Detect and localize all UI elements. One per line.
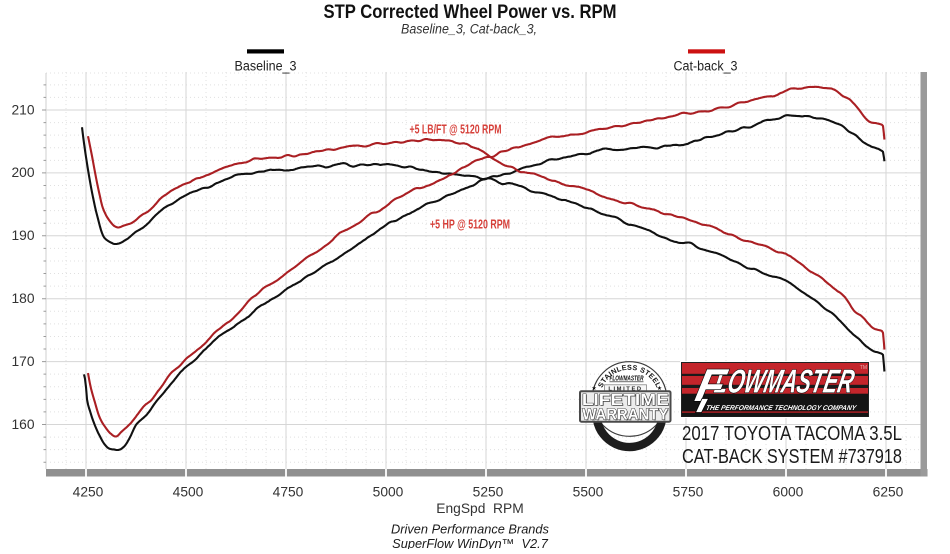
svg-text:Baseline_3: Baseline_3 — [235, 59, 297, 74]
svg-text:160: 160 — [11, 417, 34, 432]
svg-text:Cat-back_3: Cat-back_3 — [674, 59, 738, 74]
svg-text:STP Corrected Wheel Power vs.: STP Corrected Wheel Power vs. RPM — [324, 1, 617, 23]
svg-text:+5 LB/FT @ 5120 RPM: +5 LB/FT @ 5120 RPM — [410, 121, 502, 136]
svg-text:210: 210 — [11, 102, 34, 117]
svg-text:TM: TM — [860, 365, 867, 371]
svg-text:Driven Performance Brands: Driven Performance Brands — [391, 522, 549, 537]
svg-text:5000: 5000 — [373, 485, 404, 500]
svg-text:★: ★ — [591, 385, 596, 392]
svg-text:170: 170 — [11, 354, 34, 369]
svg-text:200: 200 — [11, 165, 34, 180]
svg-text:WARRANTY: WARRANTY — [582, 406, 669, 423]
svg-text:THE PERFORMANCE TECHNOLOGY COM: THE PERFORMANCE TECHNOLOGY COMPANY — [705, 405, 858, 412]
svg-text:★: ★ — [657, 385, 662, 392]
svg-text:+5 HP @ 5120 RPM: +5 HP @ 5120 RPM — [430, 216, 510, 231]
svg-text:LIFETIME: LIFETIME — [582, 392, 669, 409]
svg-text:2017 TOYOTA TACOMA 3.5L: 2017 TOYOTA TACOMA 3.5L — [682, 422, 902, 445]
svg-text:LIMITED: LIMITED — [608, 386, 642, 392]
svg-text:Baseline_3, Cat-back_3,: Baseline_3, Cat-back_3, — [401, 22, 537, 37]
svg-text:4750: 4750 — [273, 485, 304, 500]
svg-text:4250: 4250 — [73, 485, 104, 500]
svg-text:190: 190 — [11, 228, 34, 243]
svg-text:6000: 6000 — [773, 485, 804, 500]
svg-text:EngSpd RPM: EngSpd RPM — [436, 501, 523, 516]
svg-text:FLOWMASTER: FLOWMASTER — [610, 374, 644, 383]
svg-text:WARRANTY: WARRANTY — [583, 407, 670, 424]
svg-text:SuperFlow WinDyn™ V2.7: SuperFlow WinDyn™ V2.7 — [392, 536, 549, 549]
svg-text:5250: 5250 — [473, 485, 504, 500]
svg-text:LOWMASTER: LOWMASTER — [712, 364, 858, 401]
svg-text:5500: 5500 — [573, 485, 604, 500]
svg-text:4500: 4500 — [173, 485, 204, 500]
svg-text:LIFETIME: LIFETIME — [583, 393, 670, 410]
svg-text:6250: 6250 — [873, 485, 904, 500]
svg-text:5750: 5750 — [673, 485, 704, 500]
svg-text:CAT-BACK SYSTEM #737918: CAT-BACK SYSTEM #737918 — [682, 445, 902, 468]
svg-text:180: 180 — [11, 291, 34, 306]
